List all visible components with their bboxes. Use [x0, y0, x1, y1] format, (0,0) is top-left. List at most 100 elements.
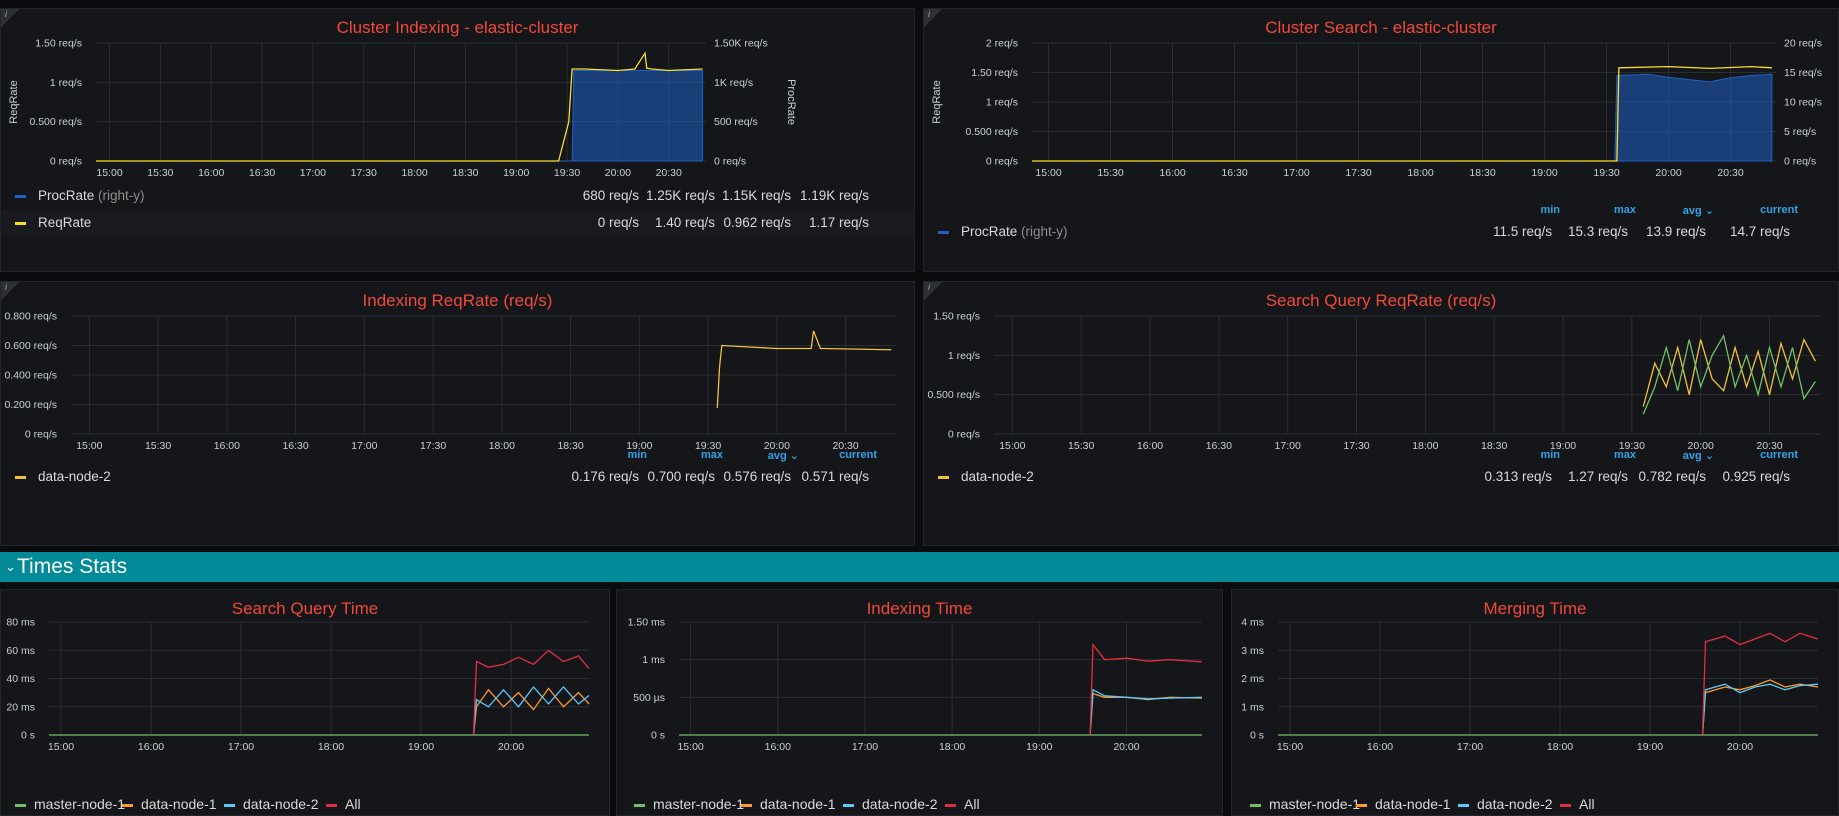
info-icon[interactable]: i — [1, 9, 19, 27]
x-tick-label: 19:30 — [695, 440, 721, 452]
chart-search-reqrate[interactable]: 0 req/s 0.500 req/s 1 req/s 1.50 req/s 15:00… — [924, 302, 1839, 472]
legend-item[interactable]: master-node-1 — [1250, 796, 1360, 812]
legend-header[interactable]: current — [1760, 204, 1798, 216]
x-tick-label: 19:00 — [1531, 167, 1557, 179]
legend-row[interactable]: data-node-2 0.313 req/s 1.27 req/s 0.782 r… — [924, 464, 1838, 490]
x-tick-label: 15:30 — [145, 440, 171, 452]
panel-title[interactable]: Cluster Indexing - elastic-cluster — [336, 18, 579, 37]
x-tick-label: 16:30 — [249, 167, 275, 179]
panel-title[interactable]: Indexing ReqRate (req/s) — [362, 291, 553, 310]
legend-value: 1.15K req/s — [721, 188, 791, 203]
y-tick-label: 4 ms — [1241, 617, 1264, 629]
x-tick-label: 20:00 — [1113, 741, 1139, 753]
legend-item[interactable]: data-node-1 — [122, 796, 217, 812]
legend-item[interactable]: data-node-2 — [843, 796, 938, 812]
chart-cluster-indexing[interactable]: 0 req/s 0.500 req/s 1 req/s 1.50 req/s 0 req… — [1, 29, 915, 199]
legend-header[interactable]: current — [1760, 449, 1798, 461]
y-right-tick-label: 1.50K req/s — [714, 38, 768, 50]
y-tick-label: 0 req/s — [50, 156, 82, 168]
y-tick-label: 0.500 req/s — [965, 126, 1018, 138]
panel-cluster-indexing: i Cluster Indexing - elastic-cluster 0 r… — [0, 8, 915, 272]
chart-merging-time[interactable]: 0 s 1 ms 2 ms 3 ms 4 ms 15:00 16:00 17:00 18:00 1… — [1232, 610, 1839, 765]
panel-title[interactable]: Search Query ReqRate (req/s) — [1265, 291, 1497, 310]
x-tick-label: 16:00 — [1137, 440, 1163, 452]
legend-item[interactable]: All — [1560, 796, 1595, 812]
chevron-down-icon[interactable]: ⌄ — [5, 559, 16, 574]
legend-header[interactable]: current — [839, 449, 877, 461]
y-tick-label: 2 ms — [1241, 673, 1264, 685]
series-line-data-node-1[interactable] — [472, 687, 590, 736]
series-line-data-node-2[interactable] — [1701, 683, 1819, 736]
legend-row[interactable]: data-node-2 0.176 req/s 0.700 req/s 0.576 … — [1, 464, 914, 490]
series-line-all[interactable] — [472, 649, 590, 736]
series-line-reqrate[interactable] — [96, 51, 703, 162]
panel-title[interactable]: Merging Time — [1483, 599, 1587, 618]
legend-value: 0.176 req/s — [571, 469, 639, 484]
chart-search-query-time[interactable]: 0 s 20 ms 40 ms 60 ms 80 ms 15:00 16:00 17:00 18… — [1, 610, 610, 765]
legend-swatch — [15, 803, 26, 807]
y-tick-label: 0.400 req/s — [4, 370, 57, 382]
series-line-data-node-2[interactable] — [1089, 688, 1203, 736]
legend-item[interactable]: data-node-1 — [741, 796, 836, 812]
legend-header[interactable]: avg ⌄ — [767, 450, 799, 462]
row-header-times-stats[interactable]: ⌄ Times Stats — [0, 552, 1839, 582]
y-right-tick-label: 10 req/s — [1784, 97, 1822, 109]
legend-header[interactable]: min — [1540, 449, 1560, 461]
info-icon[interactable]: i — [1, 282, 19, 300]
panel-indexing-reqrate: i Indexing ReqRate (req/s) 0 req/s 0.200 … — [0, 281, 915, 546]
legend-row[interactable]: ProcRate (right-y) 11.5 req/s 15.3 req/s 13… — [924, 219, 1838, 245]
info-icon[interactable]: i — [924, 282, 942, 300]
series-line-data-node-1[interactable] — [1701, 679, 1819, 736]
legend-header[interactable]: max — [1613, 449, 1636, 461]
series-area-procrate[interactable] — [558, 70, 704, 162]
series-area-procrate[interactable] — [1614, 73, 1773, 162]
legend-series-name: ProcRate (right-y) — [961, 224, 1068, 239]
y-tick-label: 0.500 req/s — [927, 389, 980, 401]
series-line-data-node-2[interactable] — [1642, 337, 1816, 407]
series-line-reqrate[interactable] — [1032, 65, 1772, 162]
legend-row[interactable]: ProcRate (right-y) 680 req/s 1.25K req/s 1.… — [1, 183, 914, 209]
x-tick-label: 20:00 — [764, 440, 790, 452]
legend-header[interactable]: max — [700, 449, 723, 461]
legend-header[interactable]: avg ⌄ — [1682, 450, 1714, 462]
panel-title[interactable]: Search Query Time — [231, 599, 379, 618]
legend-row[interactable]: ReqRate 0 req/s 1.40 req/s 0.962 req/s 1.17… — [1, 210, 914, 236]
legend-item[interactable]: All — [945, 796, 980, 812]
chart-indexing-reqrate[interactable]: 0 req/s 0.200 req/s 0.400 req/s 0.600 req/s… — [1, 302, 915, 472]
series-line-all[interactable] — [1701, 632, 1819, 736]
legend-header[interactable]: min — [1540, 204, 1560, 216]
legend-swatch — [1560, 803, 1571, 807]
legend-item[interactable]: master-node-1 — [634, 796, 744, 812]
panel-title[interactable]: Indexing Time — [866, 599, 973, 618]
row-title[interactable]: Times Stats — [17, 555, 128, 578]
panel-title[interactable]: Cluster Search - elastic-cluster — [1265, 18, 1497, 37]
info-icon[interactable]: i — [924, 9, 942, 27]
legend-value: 1.25K req/s — [645, 188, 715, 203]
legend-item[interactable]: All — [326, 796, 361, 812]
x-tick-label: 18:30 — [1481, 440, 1507, 452]
legend-item[interactable]: data-node-2 — [224, 796, 319, 812]
legend-value: 13.9 req/s — [1645, 224, 1706, 239]
legend-header[interactable]: min — [627, 449, 647, 461]
legend-header[interactable]: max — [1613, 204, 1636, 216]
series-line-data-node-2[interactable] — [716, 330, 892, 409]
legend-value: 0.700 req/s — [647, 469, 715, 484]
legend-table: min max avg ⌄ current data-node-2 0.313 req/… — [924, 446, 1838, 526]
series-line-data-node-2[interactable] — [472, 685, 590, 736]
series-line-data-node-1[interactable] — [1089, 692, 1203, 736]
series-line-data-node-1[interactable] — [1642, 333, 1816, 415]
y-right-tick-label: 0 req/s — [1784, 156, 1816, 168]
legend-value: 15.3 req/s — [1567, 224, 1628, 239]
panel-search-query-time: Search Query Time 0 s 20 ms 40 ms 60 ms 80 m… — [0, 589, 610, 816]
legend-header[interactable]: avg ⌄ — [1682, 205, 1714, 217]
chart-indexing-time[interactable]: 0 s 500 µs 1 ms 1.50 ms 15:00 16:00 17:00 18:00… — [617, 610, 1223, 765]
series-line-all[interactable] — [1089, 642, 1203, 736]
legend-item[interactable]: master-node-1 — [15, 796, 125, 812]
x-tick-label: 18:00 — [1547, 741, 1573, 753]
x-tick-label: 15:00 — [1035, 167, 1061, 179]
legend-item[interactable]: data-node-2 — [1458, 796, 1553, 812]
chart-cluster-search[interactable]: 0 req/s 0.500 req/s 1 req/s 1.50 req/s 2 req… — [924, 29, 1839, 199]
legend-item[interactable]: data-node-1 — [1356, 796, 1451, 812]
y-tick-label: 1 req/s — [50, 77, 82, 89]
legend-table: min max avg ⌄ current data-node-2 0.176 req/… — [1, 446, 914, 526]
